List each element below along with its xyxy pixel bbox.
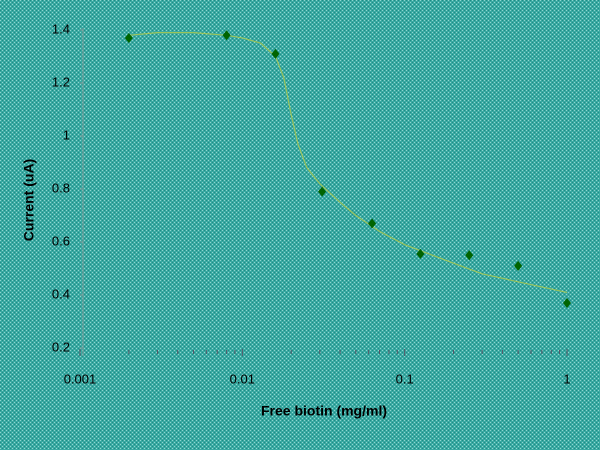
data-point — [222, 30, 231, 41]
data-point — [124, 32, 133, 43]
y-tick-label: 1.4 — [52, 21, 70, 36]
x-tick-label: 0.01 — [230, 371, 255, 386]
data-point — [416, 248, 425, 259]
x-tick-label: 0.001 — [64, 371, 97, 386]
x-tick-label: 0.1 — [396, 371, 414, 386]
data-point — [514, 260, 523, 271]
x-tick-label: 1 — [563, 371, 570, 386]
y-axis-title: Current (uA) — [21, 159, 37, 241]
y-tick-label: 1.2 — [52, 74, 70, 89]
y-tick-label: 0.6 — [52, 233, 70, 248]
data-point — [318, 186, 327, 197]
y-tick-label: 0.2 — [52, 339, 70, 354]
data-point — [271, 48, 280, 59]
data-point — [563, 297, 571, 308]
y-tick-label: 1 — [63, 127, 70, 142]
data-point — [368, 218, 377, 229]
x-axis-title: Free biotin (mg/ml) — [261, 403, 387, 419]
y-tick-label: 0.4 — [52, 286, 70, 301]
data-point — [465, 250, 474, 261]
y-tick-label: 0.8 — [52, 180, 70, 195]
